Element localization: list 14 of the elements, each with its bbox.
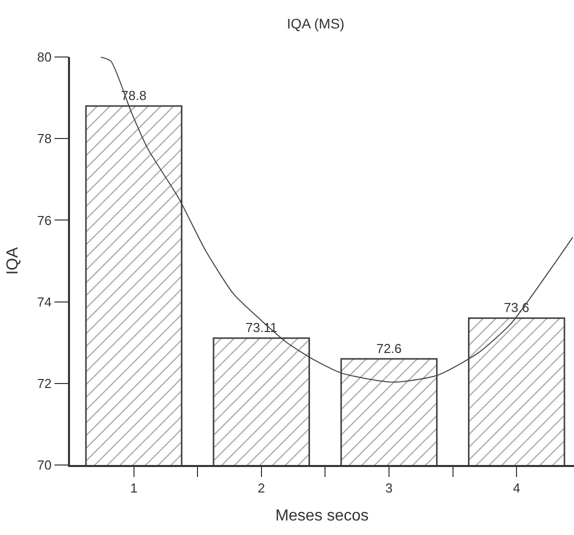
y-tick-label: 74 [37, 294, 52, 310]
y-tick-label: 72 [37, 376, 52, 391]
chart-title: IQA (MS) [286, 16, 344, 32]
x-tick-label: 1 [130, 480, 138, 496]
y-axis-title: IQA [4, 246, 22, 275]
x-axis-title: Meses secos [275, 508, 369, 525]
data-label: 72.6 [376, 340, 402, 356]
x-tick-label: 2 [258, 480, 266, 496]
x-tick-label: 3 [385, 480, 393, 496]
y-tick-label: 80 [37, 50, 52, 65]
y-tick-label: 78 [37, 131, 52, 146]
y-tick-label: 70 [37, 458, 52, 473]
x-tick-label: 4 [512, 480, 520, 496]
y-tick-label: 76 [37, 212, 52, 228]
